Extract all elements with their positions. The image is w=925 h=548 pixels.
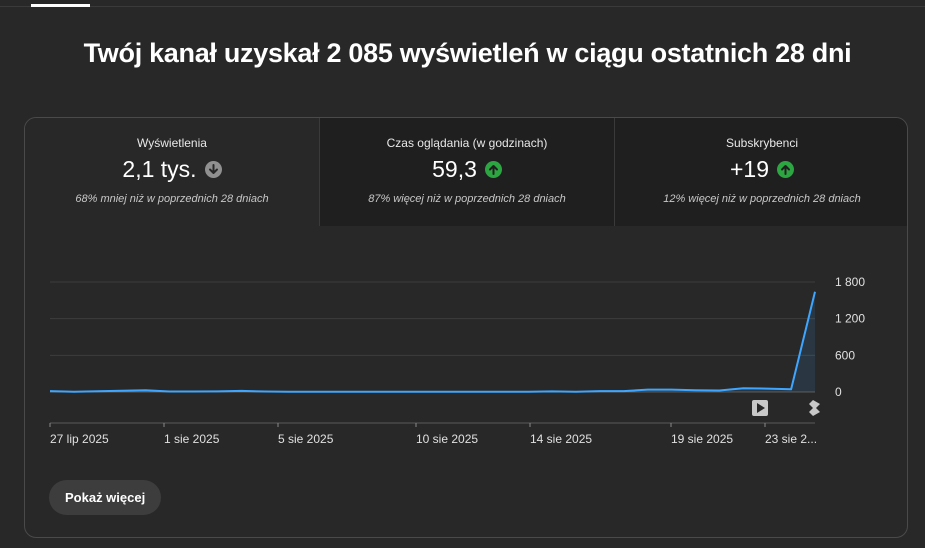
- arrow-down-circle-icon: [204, 161, 222, 178]
- x-tick-label: 27 lip 2025: [50, 432, 109, 446]
- y-tick-label: 1 800: [835, 275, 865, 289]
- x-tick-label: 19 sie 2025: [671, 432, 733, 446]
- metric-value: 59,3: [432, 156, 477, 182]
- metric-tab-subscribers[interactable]: Subskrybenci +19 12% więcej niż w poprze…: [615, 118, 907, 226]
- metrics-tabs: Wyświetlenia 2,1 tys. 68% mniej niż w po…: [25, 118, 907, 226]
- metric-tab-views[interactable]: Wyświetlenia 2,1 tys. 68% mniej niż w po…: [25, 118, 320, 226]
- y-tick-label: 0: [835, 385, 842, 399]
- x-tick-label: 5 sie 2025: [278, 432, 334, 446]
- analytics-card: Wyświetlenia 2,1 tys. 68% mniej niż w po…: [24, 117, 908, 538]
- views-chart: 0 600 1 200 1 800 27 lip 2025 1 sie 2025 5 sie…: [25, 248, 907, 448]
- arrow-up-circle-icon: [484, 161, 502, 178]
- show-more-button[interactable]: Pokaż więcej: [49, 480, 162, 515]
- y-tick-label: 1 200: [835, 312, 865, 326]
- metric-label: Wyświetlenia: [137, 136, 207, 150]
- metric-label: Czas oglądania (w godzinach): [386, 136, 548, 150]
- metric-comparison: 12% więcej niż w poprzednich 28 dniach: [663, 193, 861, 205]
- metric-tab-watch-time[interactable]: Czas oglądania (w godzinach) 59,3 87% wi…: [320, 118, 615, 226]
- metric-value: 2,1 tys.: [122, 156, 197, 182]
- series-area: [50, 291, 815, 392]
- y-tick-label: 600: [835, 348, 855, 362]
- metric-value: +19: [729, 156, 769, 182]
- series-line: [49, 291, 816, 393]
- metric-label: Subskrybenci: [725, 136, 799, 150]
- x-tick-label: 14 sie 2025: [530, 432, 592, 446]
- x-tick-label: 1 sie 2025: [164, 432, 220, 446]
- video-play-icon-glyph: [757, 403, 765, 413]
- arrow-up-circle-icon: [777, 161, 794, 178]
- x-tick-label: 23 sie 2...: [765, 432, 817, 446]
- x-tick-label: 10 sie 2025: [416, 432, 478, 446]
- metric-comparison: 87% więcej niż w poprzednich 28 dniach: [368, 193, 566, 205]
- active-tab-indicator: [31, 4, 90, 7]
- metric-comparison: 68% mniej niż w poprzednich 28 dniach: [75, 193, 269, 205]
- shorts-icon: [809, 400, 820, 416]
- page-title: Twój kanał uzyskał 2 085 wyświetleń w ci…: [83, 38, 852, 68]
- top-tabs-divider: [0, 6, 925, 7]
